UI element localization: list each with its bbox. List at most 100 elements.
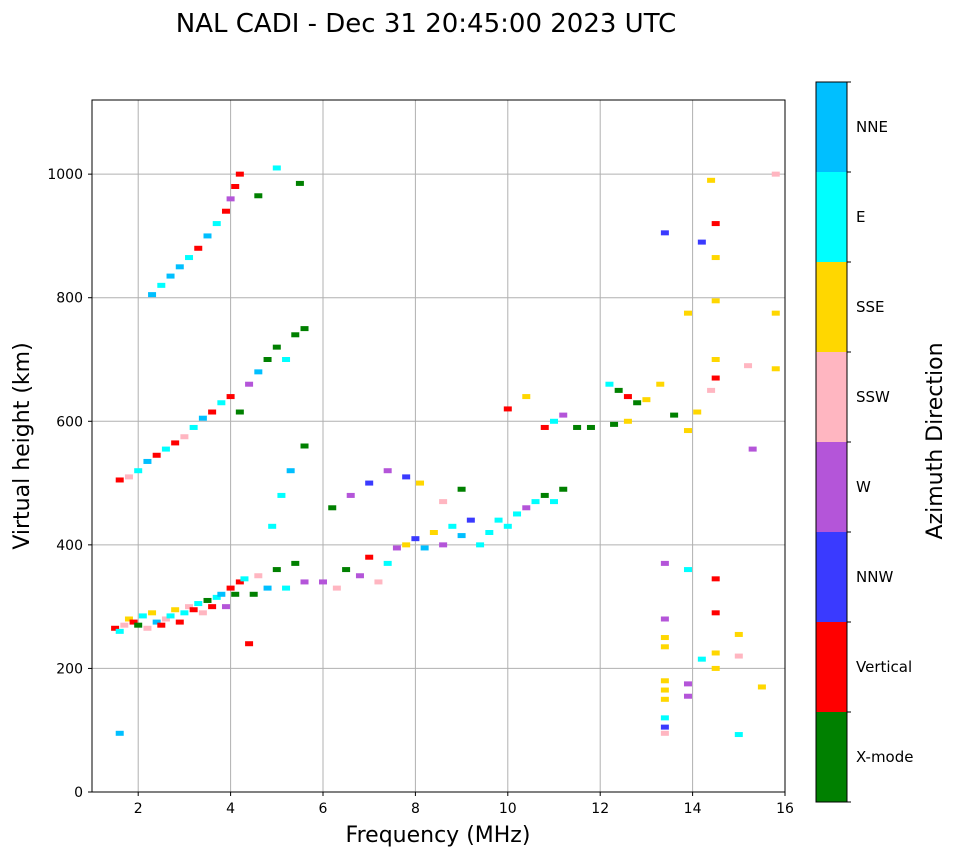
x-axis-label: Frequency (MHz) <box>346 823 531 848</box>
echo-point <box>771 310 780 316</box>
data-points <box>111 165 780 738</box>
echo-point <box>711 576 720 582</box>
echo-point <box>291 560 300 566</box>
y-tick-label: 600 <box>56 414 83 430</box>
echo-point <box>263 357 272 362</box>
echo-point <box>693 409 702 415</box>
echo-point <box>143 458 152 464</box>
x-tick-label: 6 <box>319 801 328 817</box>
x-tick-label: 16 <box>776 801 794 817</box>
echo-point <box>217 591 226 597</box>
echo-point <box>231 591 240 597</box>
echo-point <box>185 255 194 261</box>
echo-point <box>744 363 753 369</box>
echo-point <box>235 579 244 585</box>
echo-point <box>328 505 337 511</box>
echo-point <box>115 477 124 483</box>
colorbar-segment <box>816 352 847 442</box>
echo-point <box>194 601 203 607</box>
echo-point <box>295 180 304 186</box>
echo-point <box>166 613 175 619</box>
echo-point <box>346 492 355 498</box>
echo-point <box>439 542 448 548</box>
x-tick-label: 10 <box>499 801 517 817</box>
echo-point <box>573 424 582 430</box>
echo-point <box>212 594 221 600</box>
echo-point <box>513 511 522 517</box>
echo-point <box>457 486 466 492</box>
echo-point <box>697 656 706 662</box>
echo-point <box>550 499 558 505</box>
colorbar-segment <box>816 442 847 532</box>
echo-point <box>152 619 161 625</box>
echo-point <box>559 412 568 418</box>
echo-point <box>660 616 669 622</box>
echo-point <box>660 730 669 736</box>
colorbar-segment <box>816 172 847 262</box>
echo-point <box>134 468 143 474</box>
echo-point <box>448 523 457 529</box>
echo-point <box>531 499 540 505</box>
echo-point <box>272 344 281 350</box>
grid <box>92 100 786 793</box>
x-tick-label: 2 <box>134 801 143 817</box>
colorbar-label: SSE <box>856 298 885 316</box>
plot-frame <box>91 99 786 793</box>
echo-point <box>660 635 669 641</box>
echo-point <box>476 542 485 548</box>
y-tick-label: 800 <box>56 291 83 307</box>
echo-point <box>734 732 743 738</box>
echo-point <box>660 678 669 684</box>
y-tick-label: 0 <box>74 785 83 801</box>
x-tick-label: 12 <box>591 801 609 817</box>
echo-point <box>157 622 166 628</box>
colorbar-label: W <box>856 478 871 496</box>
echo-point <box>282 585 291 591</box>
echo-point <box>711 255 720 261</box>
x-axis-ticks: 2 4 6 8 10 12 14 16 <box>134 792 794 817</box>
y-axis-label: Virtual height (km) <box>10 342 35 549</box>
echo-point <box>189 607 198 613</box>
echo-point <box>711 650 720 656</box>
echo-point <box>503 523 512 529</box>
y-axis-ticks: 0 200 400 600 800 1000 <box>47 167 92 801</box>
colorbar-label: E <box>856 208 865 226</box>
colorbar-segment <box>816 712 847 802</box>
echo-point <box>522 505 531 511</box>
echo-point <box>342 567 351 573</box>
echo-point <box>697 239 706 245</box>
echo-point <box>540 424 549 430</box>
echo-point <box>157 282 166 288</box>
x-tick-label: 8 <box>411 801 420 817</box>
echo-point <box>300 326 309 332</box>
colorbar-frame <box>815 81 848 803</box>
echo-point <box>614 387 623 393</box>
echo-point <box>757 684 766 690</box>
echo-point <box>226 585 235 591</box>
echo-point <box>771 366 780 372</box>
echo-point <box>660 644 669 650</box>
echo-point <box>550 418 558 424</box>
echo-point <box>221 604 230 610</box>
echo-point <box>171 440 180 446</box>
echo-point <box>683 693 692 699</box>
colorbar: X-mode Vertical NNW W SSW SSE E NNE <box>815 81 913 803</box>
echo-point <box>221 208 230 214</box>
echo-point <box>129 619 138 625</box>
echo-point <box>392 545 401 551</box>
echo-point <box>208 409 217 415</box>
echo-point <box>148 292 157 298</box>
echo-point <box>235 171 244 177</box>
echo-point <box>559 486 568 492</box>
echo-point <box>457 533 466 539</box>
echo-point <box>503 406 512 412</box>
echo-point <box>180 434 189 440</box>
echo-point <box>605 381 614 387</box>
echo-point <box>540 492 549 498</box>
colorbar-label: X-mode <box>856 748 913 766</box>
echo-point <box>771 171 780 177</box>
echo-point <box>115 628 124 634</box>
echo-point <box>711 298 720 304</box>
echo-point <box>734 631 743 637</box>
colorbar-segment <box>816 622 847 712</box>
